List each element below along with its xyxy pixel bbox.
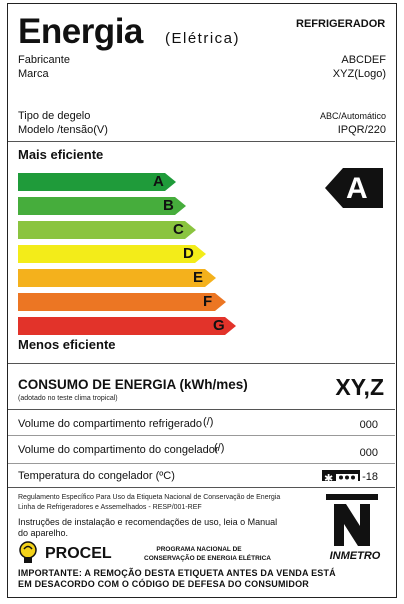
marca-value: XYZ(Logo) xyxy=(332,68,386,80)
bulb-filament xyxy=(23,545,33,550)
bulb-base xyxy=(24,557,32,563)
procel-program-1: PROGRAMA NACIONAL DE xyxy=(156,546,242,553)
bar-letter-f: F xyxy=(203,293,213,310)
bar-fill xyxy=(18,245,206,263)
mais-eficiente-label: Mais eficiente xyxy=(18,147,104,162)
row-temperatura-value: -18 xyxy=(362,471,378,483)
row-temperatura-label: Temperatura do congelador (ºC) xyxy=(18,470,175,482)
instructions-line-2: do aparelho. xyxy=(18,528,69,538)
bar-letter-c: C xyxy=(173,221,184,238)
label-title: Energia xyxy=(18,12,143,51)
divider-top xyxy=(8,141,395,142)
bar-letter-e: E xyxy=(193,269,204,286)
efficiency-bar-b: B xyxy=(18,197,186,215)
rating-indicator: A xyxy=(325,168,383,208)
inmetro-top-bar xyxy=(326,494,378,500)
modelo-label: Modelo /tensão(V) xyxy=(18,124,108,136)
bar-shape xyxy=(18,173,176,191)
bar-letter-g: G xyxy=(213,317,225,334)
divider-mid xyxy=(8,363,395,364)
efficiency-bar-d: D xyxy=(18,245,206,263)
efficiency-bar-c: C xyxy=(18,221,196,239)
freezer-stars-icon: ✱ xyxy=(322,470,360,485)
bar-fill xyxy=(18,269,216,287)
bar-fill xyxy=(18,197,186,215)
rating-arrow-shape xyxy=(325,168,383,208)
energy-label: Energia (Elétrica) REFRIGERADOR Fabrican… xyxy=(7,3,397,598)
fabricante-value: ABCDEF xyxy=(341,54,386,66)
degelo-label: Tipo de degelo xyxy=(18,110,91,122)
big-star: ✱ xyxy=(324,472,333,483)
bar-fill xyxy=(18,173,176,191)
procel-bulb-shape xyxy=(19,541,37,563)
product-type: REFRIGERADOR xyxy=(296,18,386,30)
label-subtitle: (Elétrica) xyxy=(165,30,241,47)
bar-shape xyxy=(18,293,226,311)
row-congelador-unit: (/) xyxy=(214,442,225,454)
consumo-value: XY,Z xyxy=(335,374,384,400)
procel-name: PROCEL xyxy=(45,545,112,562)
bar-shape xyxy=(18,317,236,335)
bulb-glass xyxy=(19,541,37,559)
procel-logo-icon xyxy=(18,541,38,565)
consumo-label: CONSUMO DE ENERGIA (kWh/mes) xyxy=(18,377,248,392)
stars-glyphs: ✱ xyxy=(324,472,358,485)
degelo-value: ABC/Automático xyxy=(319,111,386,121)
divider-consumo xyxy=(8,409,395,410)
row-refrigerado-unit: (/) xyxy=(203,416,214,428)
efficiency-bar-g: G xyxy=(18,317,236,335)
small-star-1 xyxy=(339,475,343,480)
row-congelador-label: Volume do compartimento do congelador xyxy=(18,444,219,456)
bar-shape xyxy=(18,221,196,239)
inmetro-n xyxy=(334,504,370,546)
bar-letter-d: D xyxy=(183,245,194,262)
instructions-line-1: Instruções de instalação e recomendações… xyxy=(18,517,278,527)
inmetro-logo-icon xyxy=(326,494,378,548)
consumo-note: (adotado no teste clima tropical) xyxy=(18,395,118,402)
efficiency-bar-e: E xyxy=(18,269,216,287)
small-star-2 xyxy=(345,475,349,480)
regulation-line-2: Linha de Refrigeradores e Assemelhados -… xyxy=(18,504,202,511)
efficiency-bar-a: A xyxy=(18,173,176,191)
rating-letter: A xyxy=(346,172,368,205)
marca-label: Marca xyxy=(18,68,49,80)
footer-warning-1: IMPORTANTE: A REMOÇÃO DESTA ETIQUETA ANT… xyxy=(18,568,336,578)
bar-letter-b: B xyxy=(163,197,174,214)
divider-row1 xyxy=(8,435,395,436)
row-refrigerado-value: 000 xyxy=(359,419,378,431)
bar-shape xyxy=(18,269,216,287)
bar-fill xyxy=(18,293,226,311)
inmetro-name: INMETRO xyxy=(329,550,381,562)
bar-shape xyxy=(18,245,206,263)
procel-program-2: CONSERVAÇÃO DE ENERGIA ELÉTRICA xyxy=(144,555,272,562)
inmetro-shape xyxy=(326,494,378,546)
divider-row2 xyxy=(8,463,395,464)
efficiency-bar-f: F xyxy=(18,293,226,311)
row-refrigerado-label: Volume do compartimento refrigerado xyxy=(18,418,203,430)
menos-eficiente-label: Menos eficiente xyxy=(18,337,116,352)
divider-bottom xyxy=(8,487,395,488)
modelo-value: IPQR/220 xyxy=(337,124,386,136)
small-star-3 xyxy=(351,475,355,480)
row-congelador-value: 000 xyxy=(359,447,378,459)
footer-warning-2: EM DESACORDO COM O CÓDIGO DE DEFESA DO C… xyxy=(18,579,309,589)
regulation-line-1: Regulamento Específico Para Uso da Etiqu… xyxy=(18,494,281,501)
bar-fill xyxy=(18,317,236,335)
fabricante-label: Fabricante xyxy=(18,54,70,66)
rating-arrow-fill xyxy=(325,168,383,208)
bar-fill xyxy=(18,221,196,239)
bar-letter-a: A xyxy=(153,173,164,190)
bar-shape xyxy=(18,197,186,215)
